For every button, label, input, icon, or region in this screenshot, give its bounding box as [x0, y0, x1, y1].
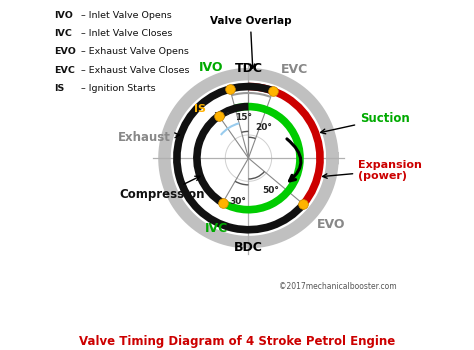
Text: EVO: EVO: [54, 47, 75, 56]
Text: IVC: IVC: [204, 222, 228, 235]
Text: 15°: 15°: [235, 112, 252, 121]
Text: IS: IS: [194, 104, 206, 114]
Text: – Ignition Starts: – Ignition Starts: [78, 84, 155, 93]
Text: – Exhaust Valve Opens: – Exhaust Valve Opens: [78, 47, 189, 56]
Text: EVC: EVC: [281, 63, 308, 76]
Text: 35°: 35°: [214, 112, 231, 121]
Text: BDC: BDC: [234, 241, 263, 254]
Text: 30°: 30°: [229, 197, 246, 206]
Text: IVO: IVO: [54, 11, 73, 20]
Text: TDC: TDC: [235, 62, 263, 75]
Text: Compression: Compression: [119, 176, 205, 201]
Text: EVO: EVO: [317, 218, 345, 231]
Text: Exhaust: Exhaust: [118, 131, 180, 144]
Text: 50°: 50°: [263, 186, 279, 195]
Text: Expansion
(power): Expansion (power): [323, 160, 422, 181]
Text: IS: IS: [54, 84, 64, 93]
Text: Valve Overlap: Valve Overlap: [210, 16, 291, 68]
Text: 20°: 20°: [255, 123, 273, 132]
Text: – Inlet Valve Closes: – Inlet Valve Closes: [78, 29, 172, 38]
Text: IVC: IVC: [54, 29, 72, 38]
Text: IVO: IVO: [199, 61, 223, 74]
Text: – Exhaust Valve Closes: – Exhaust Valve Closes: [78, 65, 189, 75]
Text: – Inlet Valve Opens: – Inlet Valve Opens: [78, 11, 171, 20]
Text: ©2017mechanicalbooster.com: ©2017mechanicalbooster.com: [279, 282, 396, 291]
Text: Valve Timing Diagram of 4 Stroke Petrol Engine: Valve Timing Diagram of 4 Stroke Petrol …: [79, 335, 395, 348]
Text: Suction: Suction: [320, 112, 410, 134]
Text: EVC: EVC: [54, 65, 74, 75]
